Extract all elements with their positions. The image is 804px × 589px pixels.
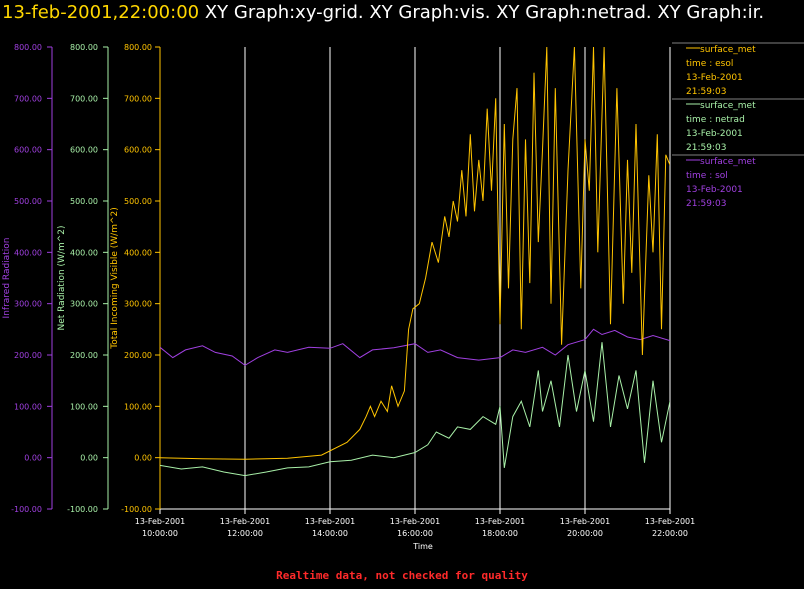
y-tick-label: 100.00	[124, 402, 152, 411]
legend-variable: time : esol	[686, 59, 733, 69]
series-line	[160, 47, 670, 460]
x-tick-date: 13-Feb-2001	[305, 517, 355, 526]
y-axis-title: Net Radiation (W/m^2)	[57, 225, 67, 330]
x-tick-date: 13-Feb-2001	[475, 517, 525, 526]
y-tick-label: 700.00	[14, 94, 42, 103]
y-tick-label: 0.00	[80, 454, 98, 463]
y-tick-label: 800.00	[124, 43, 152, 52]
x-tick-date: 13-Feb-2001	[220, 517, 270, 526]
y-tick-label: 500.00	[14, 197, 42, 206]
x-tick-time: 10:00:00	[142, 529, 178, 538]
y-tick-label: -100.00	[67, 505, 98, 514]
legend-date: 13-Feb-2001	[686, 129, 743, 139]
legend-variable: time : netrad	[686, 115, 745, 125]
y-tick-label: 800.00	[70, 43, 98, 52]
legend-date: 13-Feb-2001	[686, 73, 743, 83]
series-line	[160, 328, 670, 366]
legend-time: 21:59:03	[686, 143, 726, 153]
x-tick-date: 13-Feb-2001	[135, 517, 185, 526]
x-axis-title: Time	[412, 542, 433, 551]
y-tick-label: 100.00	[70, 402, 98, 411]
x-tick-time: 18:00:00	[482, 529, 518, 538]
y-tick-label: 800.00	[14, 43, 42, 52]
y-tick-label: 500.00	[70, 197, 98, 206]
y-tick-label: 600.00	[124, 146, 152, 155]
legend-time: 21:59:03	[686, 87, 726, 97]
title-graph-list: XY Graph:xy-grid. XY Graph:vis. XY Graph…	[204, 2, 765, 23]
xy-graph: 13-Feb-2001 10:00:00 13-Feb-2001 12:00:00 13…	[2, 42, 804, 551]
y-tick-label: 300.00	[14, 300, 42, 309]
legend-date: 13-Feb-2001	[686, 185, 743, 195]
x-tick-time: 12:00:00	[227, 529, 263, 538]
legend-line-name: surface_met	[700, 45, 756, 55]
x-tick-date: 13-Feb-2001	[390, 517, 440, 526]
title-timestamp: 13-feb-2001,22:00:00	[2, 2, 200, 23]
y-tick-label: 600.00	[14, 146, 42, 155]
x-tick-time: 20:00:00	[567, 529, 603, 538]
x-tick-date: 13-Feb-2001	[645, 517, 695, 526]
legend-variable: time : sol	[686, 171, 728, 181]
y-tick-label: 100.00	[14, 402, 42, 411]
y-tick-label: 200.00	[124, 351, 152, 360]
y-tick-label: 700.00	[70, 94, 98, 103]
y-axis-title: Infrared Radiation	[2, 238, 12, 319]
y-tick-label: -100.00	[11, 505, 42, 514]
y-tick-label: 0.00	[24, 454, 42, 463]
y-tick-label: 200.00	[14, 351, 42, 360]
y-tick-label: 400.00	[70, 248, 98, 257]
legend-line-name: surface_met	[700, 157, 756, 167]
y-tick-label: 400.00	[14, 248, 42, 257]
y-tick-label: 300.00	[70, 300, 98, 309]
x-tick-time: 16:00:00	[397, 529, 433, 538]
series-line	[160, 342, 670, 477]
y-tick-label: 500.00	[124, 197, 152, 206]
x-tick-time: 22:00:00	[652, 529, 688, 538]
quality-notice: Realtime data, not checked for quality	[276, 569, 528, 582]
y-tick-label: 200.00	[70, 351, 98, 360]
y-axis-title: Total Incoming Visible (W/m^2)	[110, 207, 120, 350]
legend-line-name: surface_met	[700, 101, 756, 111]
y-tick-label: -100.00	[121, 505, 152, 514]
legend-time: 21:59:03	[686, 199, 726, 209]
y-tick-label: 0.00	[134, 454, 152, 463]
y-tick-label: 600.00	[70, 146, 98, 155]
y-tick-label: 400.00	[124, 248, 152, 257]
y-tick-label: 700.00	[124, 94, 152, 103]
y-tick-label: 300.00	[124, 300, 152, 309]
x-tick-time: 14:00:00	[312, 529, 348, 538]
x-tick-date: 13-Feb-2001	[560, 517, 610, 526]
graph-title: 13-feb-2001,22:00:00 XY Graph:xy-grid. X…	[2, 2, 764, 23]
